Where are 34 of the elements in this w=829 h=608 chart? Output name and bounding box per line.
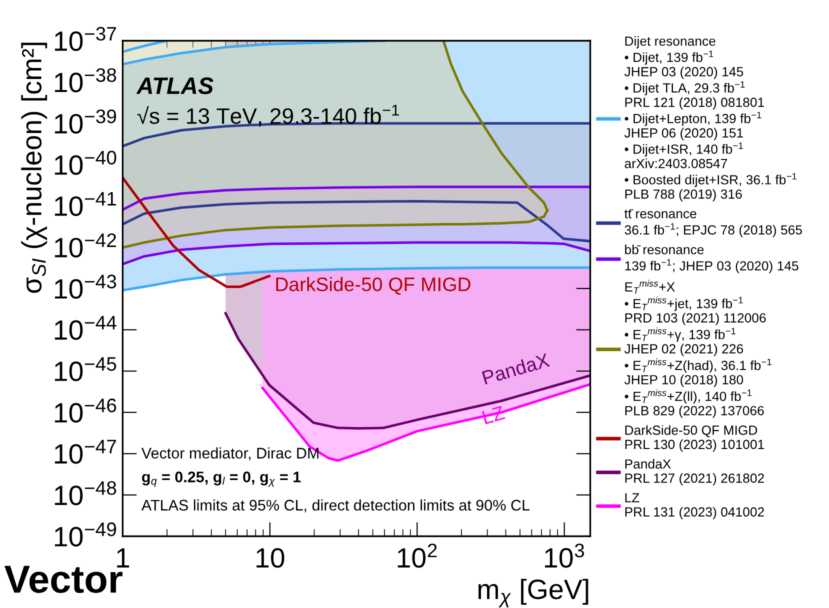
y-tick-label: 10$^{−47}$ — [54, 440, 116, 464]
y-tick-label: 10$^{−46}$ — [54, 398, 116, 423]
x-tick-label: 10$^{3}$ — [545, 544, 584, 568]
x-tick-label: 1 — [117, 548, 130, 568]
y-tick-label: 10$^{−39}$ — [54, 110, 116, 134]
y-tick-label: 10$^{−40}$ — [54, 150, 116, 175]
x-tick-label: 10 — [256, 548, 284, 568]
y-tick-label: 10$^{−37}$ — [54, 26, 116, 52]
text: E$_{T}$$^{miss}$+X • E$_{T}$$^{miss}$+jet, 139 fb$^{−1}$ PRD 103 (2021) 112006 • E$_{T}$$^{miss}$+γ, 139 fb$^{−1}$ JHEP 02 (2021) 226 • E$_{T}$$^{miss}$+Z(had), 36.1 fb$^{−1}$ JHEP 10 (2018) 180 • E$_{T}$$^{miss}$+Z(ll), 140 fb$^{−1}$ PLB 829 (2022) 137066 — [624, 280, 772, 418]
y-tick-label: 10$^{−48}$ — [54, 481, 116, 506]
x-tick-label: 10$^{2}$ — [398, 544, 437, 568]
y-tick-label: 10$^{−49}$ — [54, 522, 116, 547]
y-tick-label: 10$^{−41}$ — [54, 192, 116, 216]
legend-label: PandaX PRL 127 (2021) 261802 — [625, 458, 764, 486]
text: Vector — [4, 566, 122, 594]
annotation: DarkSide-50 QF MIGD — [276, 276, 470, 295]
annotation: ATLAS limits at 95% CL, direct detection limits at 90% CL — [141, 499, 530, 512]
annotation: ATLAS — [136, 77, 214, 94]
y-tick-label: 10$^{−43}$ — [54, 274, 116, 299]
y-tick-label: 10$^{−44}$ — [54, 316, 116, 340]
annotation: PandaX — [482, 352, 550, 385]
x-axis-title: m$_{χ}$ [GeV] — [478, 578, 588, 608]
y-tick-label: 10$^{−42}$ — [54, 233, 116, 258]
annotation: g$_{q}$ = 0.25, g$_{l}$ = 0, g$_{χ}$ = 1 — [142, 472, 301, 487]
legend-label: tt̄ resonance 36.1 fb$^{−1}$; EPJC 78 (2018) 565 — [624, 209, 802, 238]
y-tick-label: 10$^{−38}$ — [54, 68, 116, 92]
annotation: √s = 13 TeV, 29.3-140 fb$^{−1}$ — [137, 104, 399, 127]
y-axis-title: σ$_{SI}$ (χ-nucleon) [cm²] — [21, 42, 48, 293]
legend-label: DarkSide-50 QF MIGD PRL 130 (2023) 101001 — [625, 425, 764, 452]
y-tick-label: 10$^{−45}$ — [54, 357, 116, 382]
legend-label: LZ PRL 131 (2023) 041002 — [625, 493, 764, 520]
annotation: Vector mediator, Dirac DM — [141, 447, 318, 460]
legend-label: bb̄ resonance 139 fb$^{−1}$; JHEP 03 (2020) 145 — [625, 244, 798, 274]
text: Dijet resonance • Dijet, 139 fb$^{−1}$ JHEP 03 (2020) 145 • Dijet TLA, 29.3 fb$^{−1}$ PRL 121 (2018) 081801 • Dijet+Lepton, 139 fb$^{−1}$ JHEP 06 (2020) 151 • Dijet+ISR, 140 fb$^{−1}$ arXiv:2403.08547 • Boosted dijet+ISR, 36.1 fb$^{−1}$ PLB 788 (2019) 316 — [624, 36, 796, 202]
